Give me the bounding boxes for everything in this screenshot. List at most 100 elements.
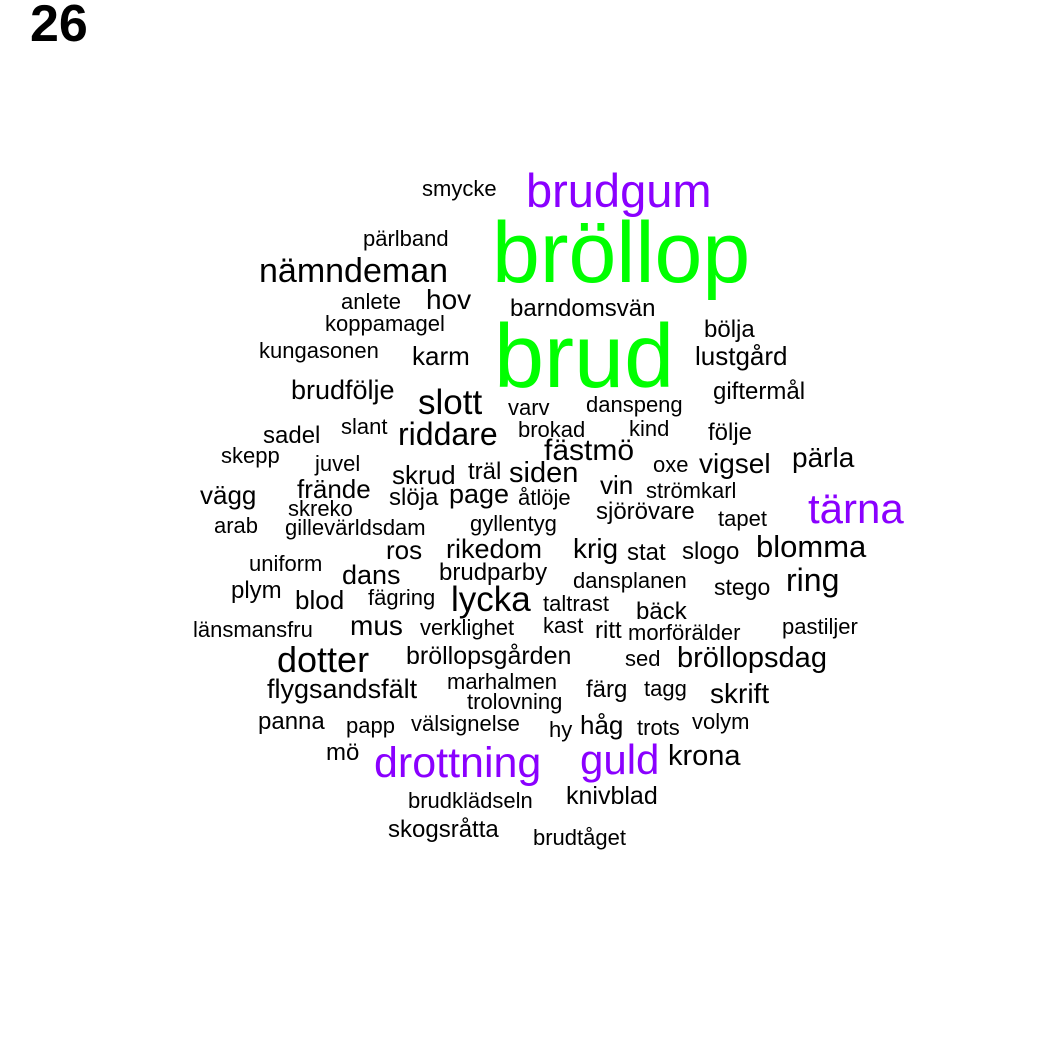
cloud-word: fägring (368, 585, 436, 610)
cloud-word: juvel (315, 451, 361, 476)
cloud-word: slott (418, 383, 483, 422)
cloud-word: brudparby (439, 559, 548, 586)
cloud-word: gillevärldsdam (285, 515, 426, 540)
cloud-word: brudklädseln (408, 788, 533, 813)
cloud-word: page (449, 479, 510, 509)
page-number: 26 (30, 0, 88, 53)
cloud-word: riddare (398, 416, 498, 452)
cloud-word: verklighet (420, 615, 515, 640)
cloud-word: välsignelse (411, 711, 520, 736)
cloud-word: lycka (451, 580, 531, 619)
cloud-word: vin (600, 470, 634, 500)
cloud-word: guld (580, 736, 660, 783)
cloud-word: skrift (710, 678, 770, 709)
cloud-word: tärna (808, 485, 904, 532)
cloud-word: brudfölje (291, 375, 395, 405)
cloud-word: papp (346, 713, 395, 738)
cloud-word: koppamagel (325, 311, 445, 336)
cloud-word: vägg (200, 480, 257, 510)
cloud-word: pärla (792, 442, 855, 473)
cloud-word: flygsandsfält (267, 674, 418, 704)
cloud-word: dans (342, 560, 401, 590)
cloud-word: oxe (653, 452, 689, 477)
cloud-word: ritt (595, 617, 622, 644)
cloud-word: karm (412, 341, 470, 371)
cloud-word: vigsel (699, 448, 771, 479)
cloud-word: uniform (249, 551, 323, 576)
cloud-word: fästmö (544, 434, 635, 467)
cloud-word: mö (326, 739, 360, 766)
cloud-word: bröllop (492, 205, 751, 301)
cloud-word: färg (586, 676, 628, 703)
cloud-word: varv (508, 395, 550, 420)
cloud-word: blod (295, 585, 345, 615)
cloud-word: sadel (263, 422, 321, 449)
cloud-word: bröllopsgården (406, 642, 572, 670)
cloud-word: tapet (718, 506, 767, 531)
cloud-word: hov (426, 284, 472, 315)
cloud-word: strömkarl (646, 478, 737, 503)
cloud-word: hy (549, 717, 573, 742)
cloud-word: mus (350, 610, 403, 641)
cloud-word: håg (580, 710, 624, 740)
cloud-word: slant (341, 414, 388, 439)
cloud-word: trolovning (467, 689, 563, 714)
cloud-word: blomma (756, 529, 867, 564)
cloud-word: sed (625, 646, 661, 671)
cloud-word: pastiljer (782, 614, 858, 639)
cloud-word: plym (231, 577, 282, 604)
cloud-word: åtlöje (518, 485, 571, 510)
cloud-word: skreko (288, 496, 353, 521)
cloud-word: pärlband (363, 226, 449, 251)
cloud-word: barndomsvän (510, 295, 656, 322)
cloud-word: frände (297, 474, 371, 504)
cloud-word: kast (543, 613, 584, 638)
cloud-word: morförälder (628, 620, 741, 645)
cloud-word: dotter (277, 639, 370, 680)
cloud-word: trots (637, 715, 680, 740)
cloud-word: bröllopsdag (677, 642, 827, 674)
cloud-word: bölja (704, 316, 755, 343)
cloud-word: siden (509, 457, 579, 489)
cloud-word: lustgård (695, 341, 788, 371)
cloud-word: arab (214, 513, 259, 538)
cloud-word: tagg (644, 676, 687, 701)
cloud-word: brokad (518, 417, 586, 442)
cloud-word: giftermål (713, 378, 806, 405)
cloud-word: taltrast (543, 591, 610, 616)
cloud-word: skrud (392, 460, 456, 490)
cloud-word: slogo (682, 538, 740, 565)
cloud-word: dansplanen (573, 568, 687, 593)
cloud-word: danspeng (586, 392, 683, 417)
cloud-word: rikedom (446, 534, 543, 564)
cloud-word: knivblad (566, 782, 658, 810)
cloud-word: stat (627, 539, 666, 566)
cloud-word: träl (468, 458, 502, 485)
cloud-word: sjörövare (596, 498, 695, 525)
cloud-word: kind (629, 416, 670, 441)
cloud-word: brud (494, 307, 675, 407)
cloud-word: ros (386, 535, 423, 565)
cloud-word: skepp (221, 443, 280, 468)
cloud-word: nämndeman (259, 252, 449, 290)
cloud-word: drottning (374, 739, 542, 787)
cloud-word: följe (708, 419, 753, 446)
cloud-word: stego (714, 574, 771, 600)
cloud-word: krig (573, 533, 619, 564)
cloud-word: brudtåget (533, 825, 626, 850)
cloud-word: skogsråtta (388, 816, 499, 843)
cloud-word: bäck (636, 598, 687, 625)
cloud-word: krona (668, 740, 741, 772)
cloud-word: gyllentyg (470, 511, 557, 536)
cloud-word: panna (258, 708, 325, 735)
cloud-word: smycke (422, 176, 497, 201)
cloud-word: kungasonen (259, 338, 379, 363)
cloud-word: länsmansfru (193, 617, 313, 642)
cloud-word: anlete (341, 289, 401, 314)
cloud-word: marhalmen (447, 669, 558, 694)
cloud-word: volym (692, 709, 750, 734)
cloud-word: brudgum (526, 164, 712, 217)
cloud-word: slöja (389, 484, 439, 511)
cloud-word: ring (786, 562, 840, 598)
